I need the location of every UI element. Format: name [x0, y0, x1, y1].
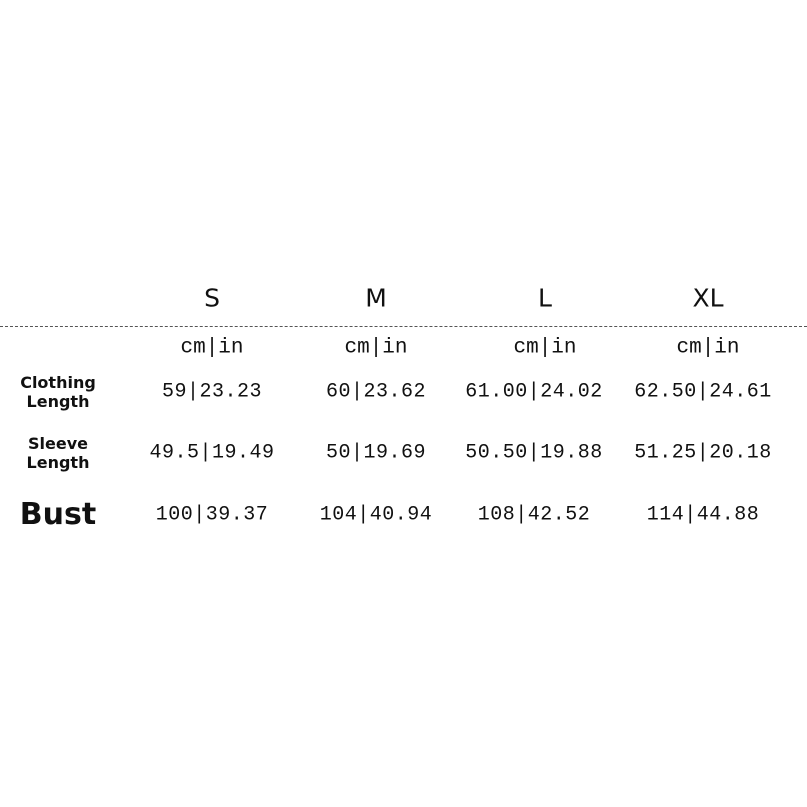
size-value: 50.50|19.88: [465, 441, 603, 465]
size-value: 108|42.52: [477, 503, 591, 527]
unit-header: cm|in: [513, 336, 577, 360]
size-value: 50|19.69: [325, 441, 427, 465]
size-value: 49.5|19.49: [149, 441, 275, 465]
size-header: S: [204, 283, 220, 313]
row-label: Clothing Length: [20, 373, 96, 411]
unit-header: cm|in: [344, 336, 408, 360]
size-header: M: [365, 283, 387, 313]
unit-header: cm|in: [180, 336, 244, 360]
divider: [0, 326, 807, 327]
size-header: XL: [692, 283, 724, 313]
size-value: 114|44.88: [646, 503, 760, 527]
size-value: 100|39.37: [155, 503, 269, 527]
size-value: 51.25|20.18: [634, 441, 772, 465]
size-value: 104|40.94: [319, 503, 433, 527]
size-value: 62.50|24.61: [634, 380, 772, 404]
size-header: L: [538, 283, 552, 313]
size-value: 60|23.62: [325, 380, 427, 404]
size-value: 61.00|24.02: [465, 380, 603, 404]
unit-header: cm|in: [676, 336, 740, 360]
row-label: Sleeve Length: [26, 434, 90, 472]
size-value: 59|23.23: [161, 380, 263, 404]
row-label: Bust: [19, 497, 97, 532]
